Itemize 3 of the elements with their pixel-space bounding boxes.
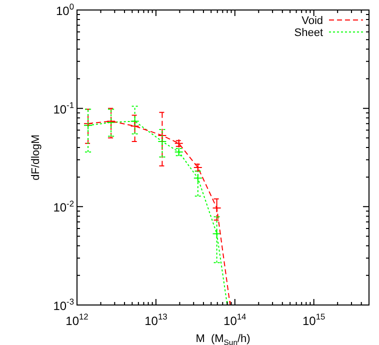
legend-label: Sheet <box>294 27 324 39</box>
y-axis-title: dF/dlogM <box>30 134 42 180</box>
legend-label: Void <box>302 15 324 27</box>
